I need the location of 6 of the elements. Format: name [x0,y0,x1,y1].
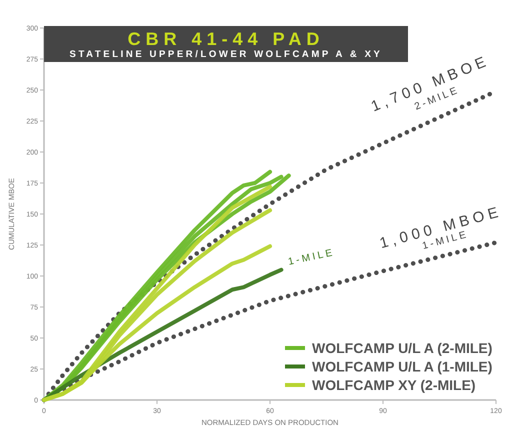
legend-label: WOLFCAMP XY (2-MILE) [312,376,476,393]
legend-label: WOLFCAMP U/L A (1-MILE) [312,358,492,374]
legend-label: WOLFCAMP U/L A (2-MILE) [312,340,492,356]
annotation: 1-MILE [287,247,336,268]
chart-title: CBR 41-44 PAD [128,29,324,49]
text: STATELINE UPPER/LOWER WOLFCAMP A & XY [70,49,382,60]
